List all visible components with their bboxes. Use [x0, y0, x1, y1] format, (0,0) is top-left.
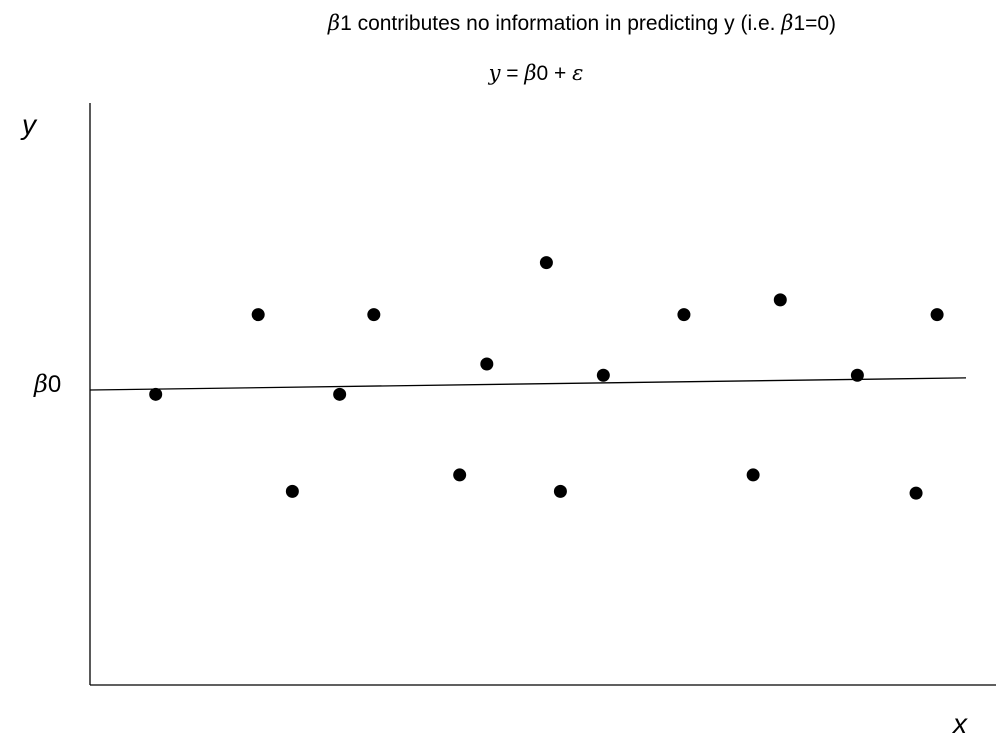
data-point-13 [773, 293, 787, 307]
data-point-14 [850, 368, 864, 382]
data-point-5 [367, 308, 381, 322]
chart-title: β1 contributes no information in predict… [327, 11, 836, 35]
data-point-3 [285, 484, 299, 498]
x-axis-label: x [951, 708, 968, 739]
data-point-16 [930, 308, 944, 322]
subtitle-y: y [488, 61, 502, 85]
title-beta-1: β [327, 11, 340, 35]
data-point-4 [333, 387, 347, 401]
data-point-8 [539, 256, 553, 270]
title-text-main: 1 contributes no information in predicti… [340, 12, 781, 35]
regression-line [89, 377, 967, 391]
data-point-9 [553, 484, 567, 498]
title-beta-2: β [780, 11, 793, 35]
subtitle-rest: 0 + [537, 62, 573, 85]
y-axis-label: y [20, 109, 38, 140]
data-point-2 [251, 308, 265, 322]
subtitle-equals: = [500, 62, 524, 85]
data-point-10 [596, 368, 610, 382]
chart-subtitle-equation: y = β0 + ε [488, 61, 584, 85]
data-point-1 [149, 387, 163, 401]
y-tick-beta: β [33, 370, 48, 398]
data-point-12 [746, 468, 760, 482]
y-tick-zero: 0 [48, 371, 61, 398]
y-tick-beta0: β0 [33, 370, 61, 398]
subtitle-beta: β [523, 61, 536, 85]
data-point-11 [677, 308, 691, 322]
data-points [149, 256, 944, 500]
data-point-6 [453, 468, 467, 482]
data-point-15 [909, 486, 923, 500]
title-text-end: 1=0) [793, 12, 836, 35]
data-point-7 [480, 357, 494, 371]
subtitle-epsilon: ε [572, 61, 583, 85]
